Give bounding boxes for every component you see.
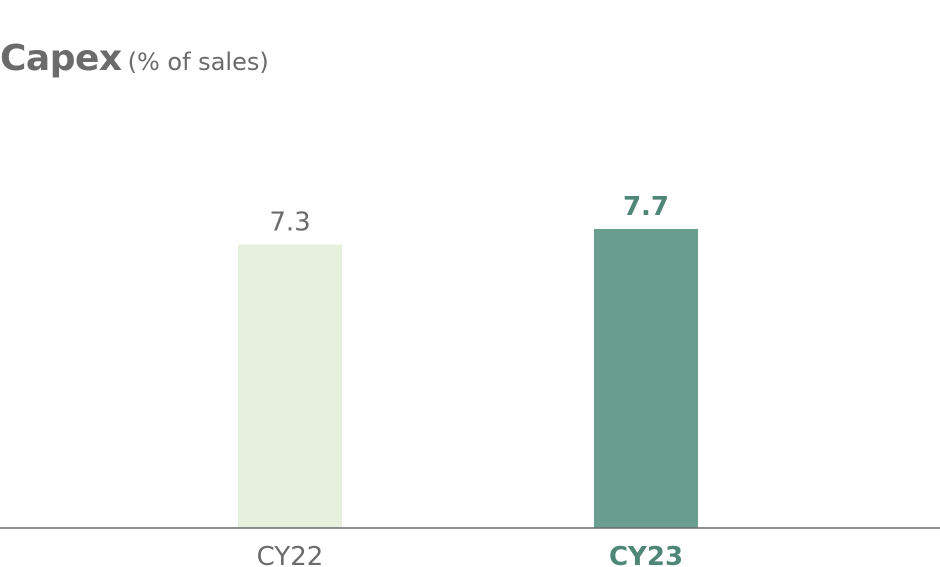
value-label-cy22: 7.3 <box>269 208 310 238</box>
category-label-cy22: CY22 <box>257 542 324 567</box>
chart-title-block: Capex (% of sales) <box>0 38 269 79</box>
chart-title: Capex <box>0 38 122 79</box>
bar-cy22 <box>238 244 342 528</box>
value-label-cy23: 7.7 <box>623 192 669 222</box>
chart-subtitle: (% of sales) <box>127 48 269 76</box>
bar-cy23 <box>594 229 698 528</box>
category-label-cy23: CY23 <box>609 542 683 567</box>
bars-group: 7.3 CY22 7.7 CY23 <box>238 192 698 567</box>
